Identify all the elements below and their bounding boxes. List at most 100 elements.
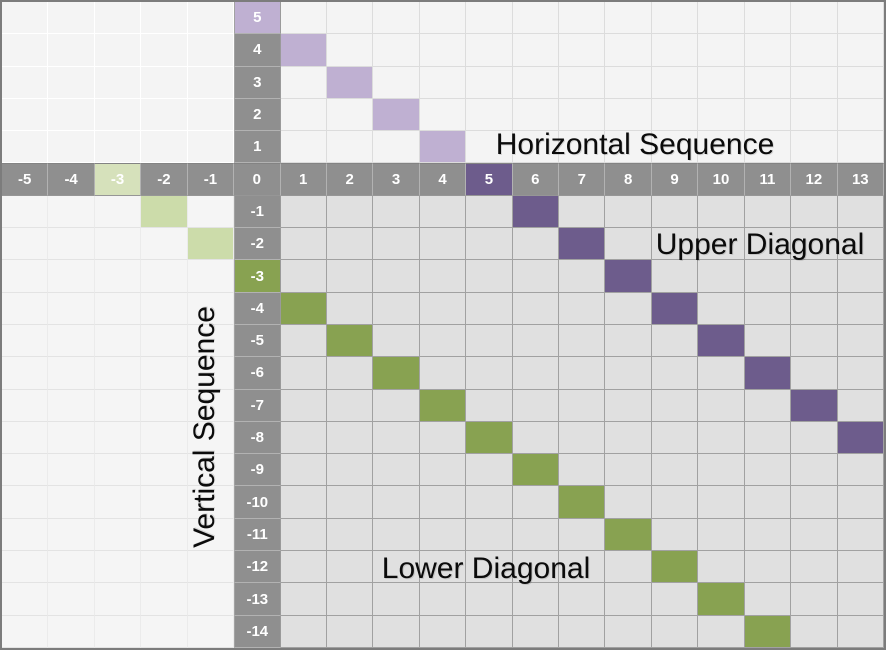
grid-cell <box>94 486 142 519</box>
grid-cell <box>141 66 188 99</box>
grid-cell <box>419 389 467 422</box>
grid-cell <box>512 454 560 487</box>
grid-cell <box>512 421 560 455</box>
grid-cell <box>559 131 606 164</box>
grid-cell <box>2 195 49 229</box>
grid-cell <box>651 195 699 229</box>
grid-cell <box>187 98 235 132</box>
grid-cell <box>280 486 327 519</box>
grid-cell <box>326 551 374 584</box>
grid-cell <box>187 131 235 164</box>
grid-cell <box>419 228 467 261</box>
grid-cell <box>419 195 467 229</box>
col-header-cell: 2 <box>326 163 374 196</box>
grid-cell <box>419 292 467 325</box>
row-header-cell: -4 <box>234 292 281 325</box>
grid-cell <box>791 486 838 519</box>
col-header-cell: -4 <box>48 163 95 196</box>
grid-cell <box>791 454 838 487</box>
grid-cell <box>698 2 745 35</box>
grid-cell <box>373 551 420 584</box>
grid-cell <box>419 518 467 552</box>
grid-cell <box>605 518 652 552</box>
grid-cell <box>280 421 327 455</box>
grid-cell <box>466 260 513 293</box>
grid-cell <box>698 486 745 519</box>
grid-cell <box>466 421 513 455</box>
row-header-cell: 1 <box>234 131 281 164</box>
grid-cell <box>512 551 560 584</box>
grid-cell <box>373 357 420 390</box>
grid-cell <box>2 357 49 390</box>
grid-cell <box>373 454 420 487</box>
grid-cell <box>837 615 884 648</box>
grid-cell <box>791 518 838 552</box>
grid-cell <box>791 228 838 261</box>
col-header-cell: -3 <box>94 163 142 196</box>
grid-cell <box>837 454 884 487</box>
grid-cell <box>744 292 792 325</box>
grid-cell <box>187 2 235 35</box>
grid-cell <box>373 34 420 67</box>
grid-cell <box>466 228 513 261</box>
grid-cell <box>559 292 606 325</box>
grid-cell <box>141 131 188 164</box>
grid-cell <box>512 615 560 648</box>
grid-cell <box>48 389 95 422</box>
grid-cell <box>280 131 327 164</box>
grid-cell <box>651 486 699 519</box>
grid-cell <box>466 518 513 552</box>
grid-cell <box>559 34 606 67</box>
grid-cell <box>651 389 699 422</box>
row-header-cell: -3 <box>234 260 281 293</box>
grid-cell <box>373 324 420 358</box>
vertical-sequence-label: Vertical Sequence <box>188 306 221 548</box>
grid-cell <box>373 389 420 422</box>
grid-cell <box>651 98 699 132</box>
grid-cell <box>744 66 792 99</box>
grid-cell <box>326 357 374 390</box>
grid-cell <box>2 518 49 552</box>
grid-cell <box>373 518 420 552</box>
grid-cell <box>48 34 95 67</box>
grid-cell <box>837 292 884 325</box>
grid-cell <box>48 486 95 519</box>
grid-cell <box>419 34 467 67</box>
grid-cell <box>837 389 884 422</box>
grid-cell <box>698 131 745 164</box>
grid-cell <box>187 421 235 455</box>
grid-cell <box>791 389 838 422</box>
grid-cell <box>326 228 374 261</box>
grid-cell <box>48 228 95 261</box>
grid-cell <box>512 292 560 325</box>
col-header-cell: 3 <box>373 163 420 196</box>
grid-cell <box>744 260 792 293</box>
grid-cell <box>94 357 142 390</box>
grid-cell <box>466 292 513 325</box>
grid-cell <box>419 98 467 132</box>
grid-cell <box>373 486 420 519</box>
grid-cell <box>141 583 188 616</box>
grid-cell <box>94 228 142 261</box>
row-header-cell: -5 <box>234 324 281 358</box>
grid-cell <box>280 292 327 325</box>
grid-cell <box>280 98 327 132</box>
grid-cell <box>605 66 652 99</box>
grid-cell <box>2 421 49 455</box>
grid-cell <box>419 583 467 616</box>
grid-cell <box>280 454 327 487</box>
grid-cell <box>744 131 792 164</box>
grid-cell <box>373 260 420 293</box>
grid-cell <box>744 486 792 519</box>
grid-cell <box>280 260 327 293</box>
grid-cell <box>559 615 606 648</box>
grid-cell <box>326 195 374 229</box>
grid-cell <box>651 615 699 648</box>
grid-cell <box>837 34 884 67</box>
grid-cell <box>698 66 745 99</box>
grid-cell <box>512 66 560 99</box>
grid-cell <box>141 486 188 519</box>
grid-cell <box>141 34 188 67</box>
grid-cell <box>141 551 188 584</box>
